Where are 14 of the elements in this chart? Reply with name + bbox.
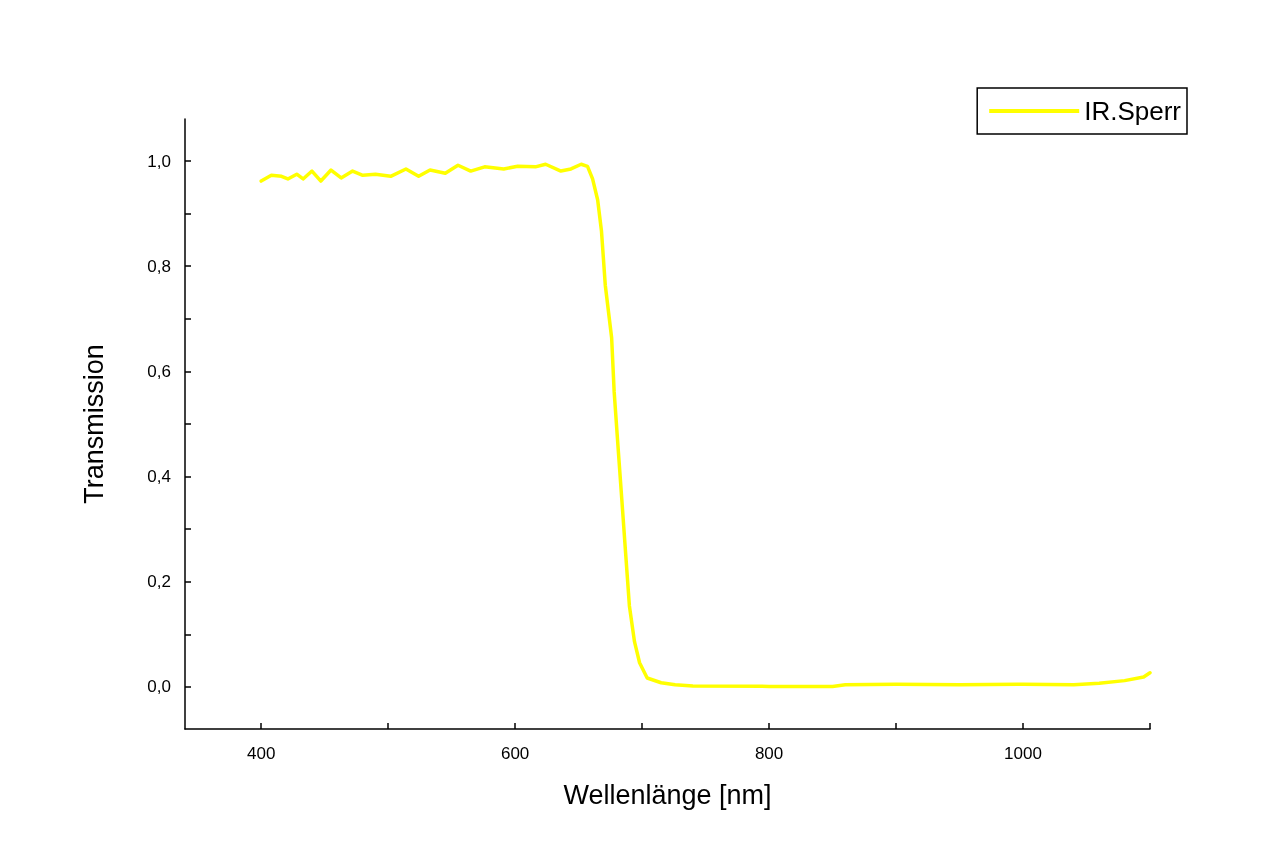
- legend-label: IR.Sperr: [1084, 96, 1182, 126]
- y-tick-label: 1,0: [147, 151, 171, 171]
- y-tick-label: 0,0: [147, 677, 171, 697]
- y-tick-label: 0,6: [147, 361, 171, 381]
- y-tick-label: 0,2: [147, 572, 171, 592]
- x-tick-label: 800: [754, 744, 784, 763]
- line-series: [259, 162, 1152, 689]
- x-tick-label: 400: [247, 744, 276, 763]
- y-tick-label: 0,8: [147, 256, 171, 276]
- x-tick-label: 600: [500, 744, 530, 763]
- y-axis-title: Transmission: [78, 344, 109, 504]
- x-axis-title: Wellenlänge [nm]: [563, 779, 772, 810]
- y-tick-label: 0,4: [147, 467, 171, 487]
- x-tick-label: 1000: [1004, 744, 1042, 763]
